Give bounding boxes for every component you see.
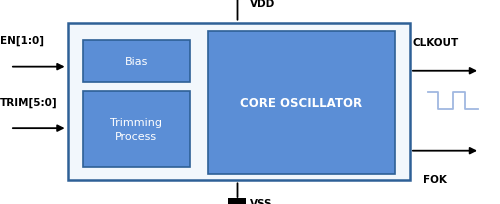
Bar: [82, 92, 190, 167]
Text: VDD: VDD: [250, 0, 275, 9]
Text: CORE OSCILLATOR: CORE OSCILLATOR: [240, 96, 362, 110]
Bar: [82, 41, 190, 83]
Text: Trimming
Process: Trimming Process: [110, 118, 162, 142]
Bar: [208, 32, 395, 174]
Bar: [68, 23, 410, 181]
Text: VSS: VSS: [250, 198, 272, 204]
Text: FOK: FOK: [422, 175, 446, 184]
Bar: [228, 198, 246, 204]
Text: Bias: Bias: [124, 57, 148, 67]
Text: TRIM[5:0]: TRIM[5:0]: [0, 97, 58, 107]
Text: CLKOUT: CLKOUT: [412, 38, 459, 48]
Text: EN[1:0]: EN[1:0]: [0, 36, 44, 46]
